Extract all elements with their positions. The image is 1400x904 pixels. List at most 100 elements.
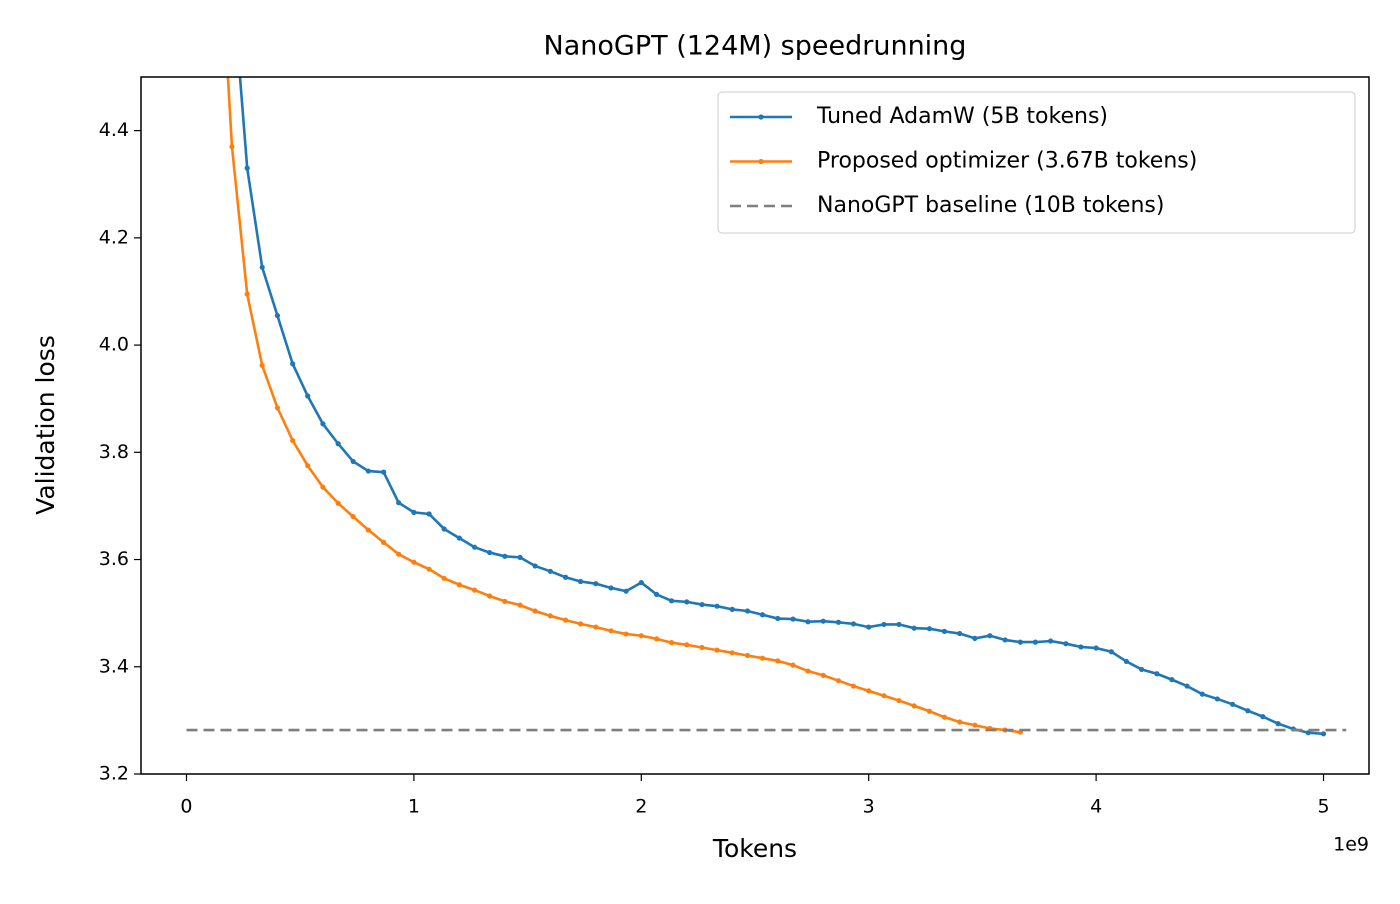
data-point: [365, 468, 372, 474]
data-point: [1245, 708, 1251, 714]
data-point: [714, 647, 720, 653]
data-point: [381, 539, 387, 545]
data-point: [577, 578, 584, 585]
legend-label: Tuned AdamW (5B tokens): [816, 104, 1108, 129]
data-point: [290, 437, 296, 444]
data-point: [896, 697, 902, 704]
data-point: [896, 621, 902, 628]
data-point: [547, 568, 553, 574]
data-point: [972, 722, 978, 728]
x-tick-label: 3: [863, 796, 875, 818]
data-point: [668, 640, 675, 646]
data-point: [577, 621, 584, 627]
legend: Tuned AdamW (5B tokens) Proposed optimize…: [717, 91, 1356, 234]
data-point: [426, 511, 432, 517]
data-point: [411, 509, 417, 515]
data-point: [820, 618, 826, 624]
data-point: [350, 514, 356, 520]
data-point: [502, 553, 508, 559]
data-point: [987, 633, 993, 639]
data-point: [1320, 731, 1327, 737]
y-tick-label: 3.2: [99, 763, 129, 785]
data-point: [759, 612, 766, 618]
data-point: [1063, 641, 1069, 647]
data-point: [396, 500, 402, 506]
data-point: [638, 579, 644, 586]
data-point: [350, 458, 356, 465]
data-point: [502, 598, 508, 604]
data-point: [1108, 649, 1114, 655]
series-line: [226, 77, 1021, 734]
data-point: [487, 593, 493, 599]
data-point: [835, 678, 842, 684]
data-point: [653, 591, 660, 597]
data-point: [926, 708, 933, 714]
data-point: [866, 624, 872, 630]
data-point: [1093, 645, 1099, 651]
data-point: [608, 585, 614, 591]
data-point: [1199, 691, 1205, 697]
data-point: [881, 693, 887, 699]
plot-frame: [140, 76, 1370, 775]
legend-marker: [758, 114, 764, 120]
data-point: [805, 668, 811, 674]
legend-marker: [758, 158, 764, 165]
data-point: [1169, 677, 1175, 683]
data-point: [365, 527, 372, 533]
x-tick-label: 0: [180, 796, 192, 818]
data-point: [608, 628, 614, 634]
data-point: [396, 551, 402, 557]
data-point: [1184, 683, 1190, 689]
data-point: [1017, 639, 1023, 645]
chart-title: NanoGPT (124M) speedrunning: [544, 31, 967, 62]
data-point: [729, 606, 735, 613]
data-point: [562, 617, 569, 623]
data-point: [775, 658, 781, 664]
data-point: [684, 642, 690, 648]
data-point: [487, 549, 493, 556]
data-point: [456, 582, 462, 588]
data-point: [274, 405, 281, 411]
data-point: [593, 581, 599, 587]
x-tick-label: 1: [408, 796, 420, 818]
data-point: [714, 603, 720, 609]
data-point: [805, 619, 811, 625]
data-point: [972, 635, 978, 641]
data-point: [1123, 658, 1129, 665]
x-axis-label: Tokens: [712, 834, 797, 863]
data-point: [926, 626, 933, 632]
data-point: [517, 554, 523, 560]
data-point: [1305, 730, 1311, 736]
data-point: [1048, 638, 1054, 644]
data-point: [684, 599, 690, 605]
data-point: [850, 621, 857, 627]
y-tick-label: 4.0: [99, 334, 129, 356]
data-point: [593, 624, 599, 630]
data-point: [562, 574, 569, 580]
data-point: [229, 144, 235, 150]
legend-label: Proposed optimizer (3.67B tokens): [817, 149, 1197, 174]
data-point: [259, 264, 265, 270]
data-point: [668, 598, 675, 604]
data-point: [623, 588, 629, 594]
data-point: [1154, 671, 1160, 677]
data-point: [850, 683, 857, 689]
data-point: [411, 559, 417, 565]
x-tick-label: 5: [1317, 796, 1329, 818]
data-point: [456, 535, 462, 541]
data-point: [320, 421, 326, 427]
y-tick-label: 3.8: [99, 441, 129, 463]
data-point: [790, 616, 796, 622]
data-point: [1002, 637, 1008, 643]
data-point: [729, 650, 735, 656]
data-point: [274, 312, 281, 319]
data-point: [638, 633, 644, 639]
data-point: [1260, 714, 1266, 720]
data-point: [244, 291, 250, 297]
data-point: [957, 719, 963, 725]
data-point: [517, 602, 523, 608]
legend-box: [717, 91, 1356, 234]
y-tick-label: 3.6: [99, 548, 129, 570]
y-tick-label: 3.4: [99, 655, 129, 677]
data-point: [305, 393, 311, 399]
